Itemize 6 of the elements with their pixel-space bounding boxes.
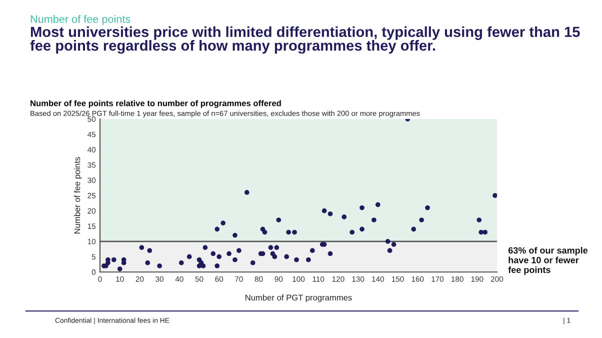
ref-line-label: 63% of our sample have 10 or fewer fee points [508,246,588,275]
y-axis-title: Number of fee points [74,157,82,234]
text: Most universities price with limited differentiation, typically using fewer than 15 fee points regardless of how many programmes they offer. [30,26,580,54]
x-axis-title: Number of PGT programmes [246,294,352,302]
chart-title: Number of fee points relative to number of programmes offered [30,100,281,108]
text: Number of fee points [30,14,130,26]
